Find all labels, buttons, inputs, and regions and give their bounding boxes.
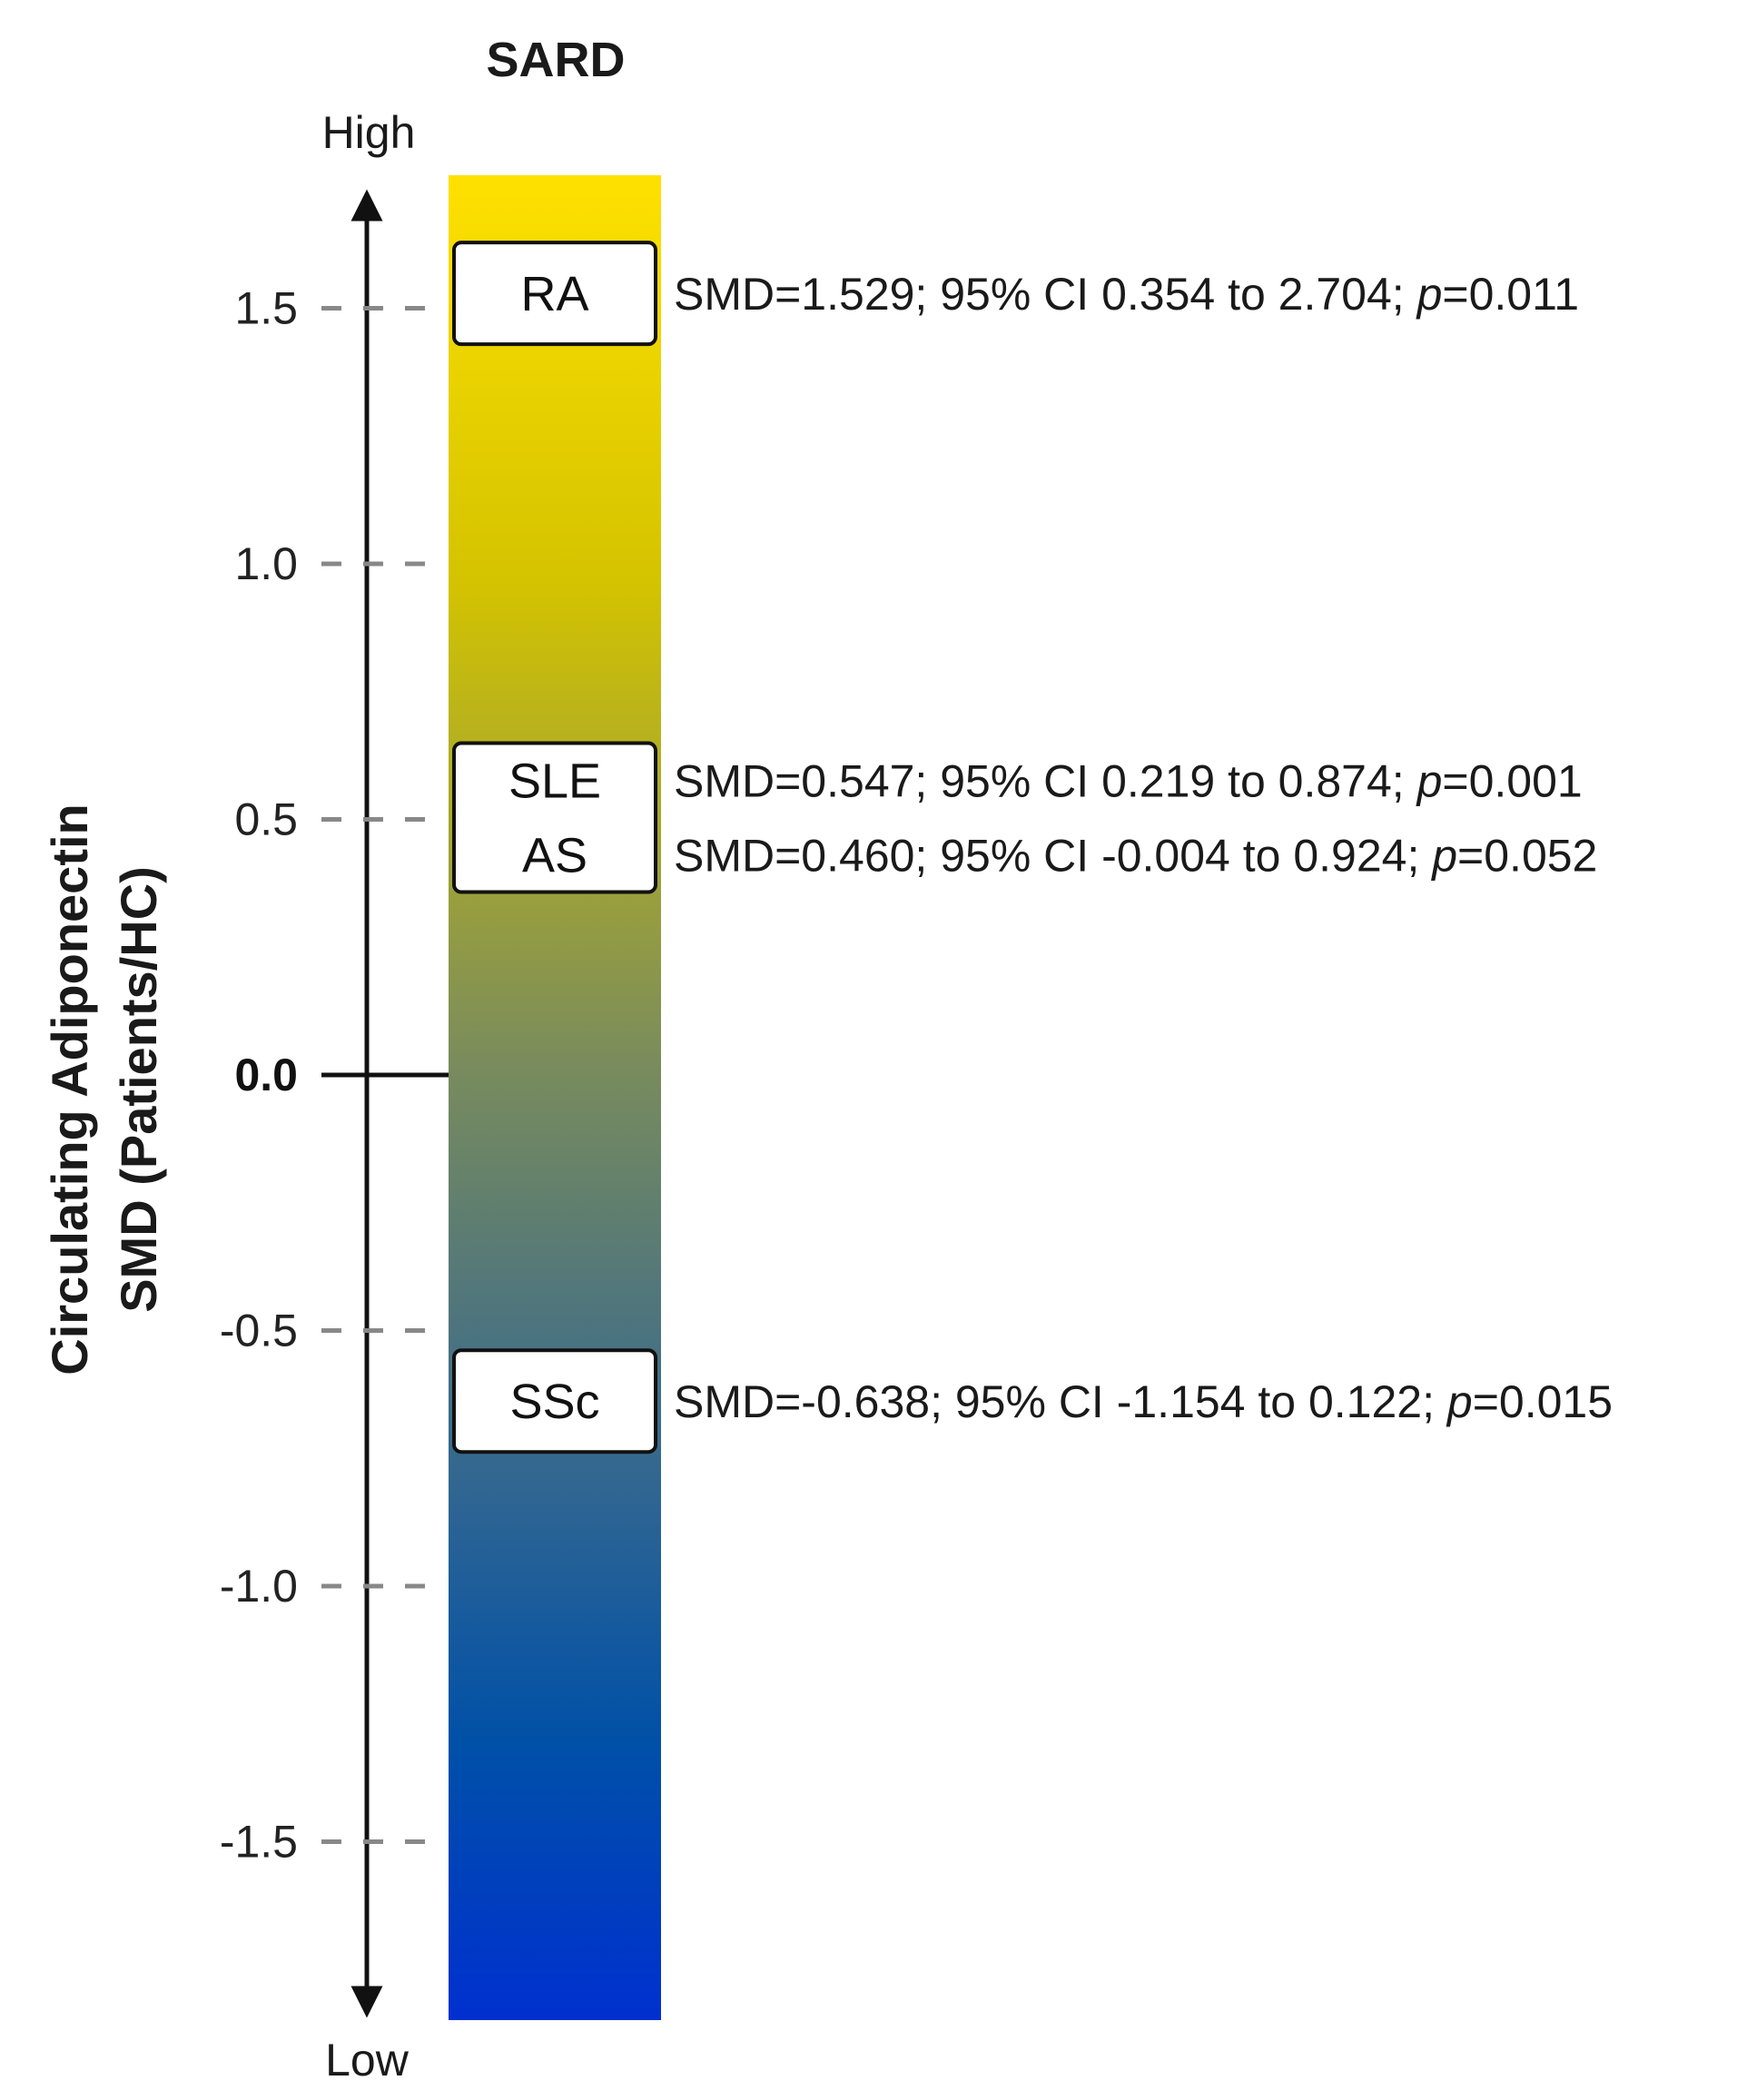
tick-label-0-5: 0.5 <box>234 794 298 845</box>
stat-text-as: SMD=0.460; 95% CI -0.004 to 0.924; p=0.0… <box>674 831 1597 882</box>
stat-main: SMD=0.460; 95% CI -0.004 to 0.924; <box>674 831 1432 882</box>
disease-box-sle-as <box>452 741 657 894</box>
disease-label-ssc: SSc <box>509 1375 599 1429</box>
disease-box-ssc <box>452 1348 657 1454</box>
stat-p-value: =0.052 <box>1457 831 1597 882</box>
stat-main: SMD=1.529; 95% CI 0.354 to 2.704; <box>674 269 1417 320</box>
stat-main: SMD=-0.638; 95% CI -1.154 to 0.122; <box>674 1376 1447 1427</box>
stat-p-letter: p <box>1416 756 1443 807</box>
stat-text-sle: SMD=0.547; 95% CI 0.219 to 0.874; p=0.00… <box>674 756 1583 807</box>
disease-boxes: RA SLE AS SSc <box>452 241 657 1454</box>
stat-main: SMD=0.547; 95% CI 0.219 to 0.874; <box>674 756 1417 807</box>
stat-text-ssc: SMD=-0.638; 95% CI -1.154 to 0.122; p=0.… <box>674 1376 1613 1427</box>
stat-p-letter: p <box>1430 831 1457 882</box>
y-axis-title: Circulating Adiponectin SMD (Patients/HC… <box>41 804 167 1375</box>
disease-statistics: SMD=1.529; 95% CI 0.354 to 2.704; p=0.01… <box>674 269 1613 1427</box>
disease-label-sle: SLE <box>508 754 601 809</box>
tick-label-1-0: 1.0 <box>234 538 298 589</box>
axis-ticks: 1.5 1.0 0.5 0.0 -0.5 -1.0 -1.5 <box>220 283 449 1868</box>
stat-text-ra: SMD=1.529; 95% CI 0.354 to 2.704; p=0.01… <box>674 269 1579 320</box>
stat-p-letter: p <box>1446 1376 1473 1427</box>
disease-box-ra <box>452 241 657 347</box>
stat-p-value: =0.015 <box>1473 1376 1613 1427</box>
tick-label-0-0: 0.0 <box>234 1050 298 1100</box>
stat-p-value: =0.011 <box>1442 269 1579 320</box>
disease-label-as: AS <box>522 829 587 883</box>
gradient-scale-bar <box>449 175 661 2020</box>
tick-label-1-5: 1.5 <box>234 283 298 334</box>
stat-p-letter: p <box>1416 269 1443 320</box>
chart-title: SARD <box>486 33 625 87</box>
axis-top-label: High <box>322 107 416 158</box>
stat-p-value: =0.001 <box>1442 756 1582 807</box>
tick-label-neg-1-5: -1.5 <box>220 1817 298 1868</box>
axis-bottom-label: Low <box>325 2035 410 2085</box>
tick-label-neg-1-0: -1.0 <box>220 1561 298 1612</box>
tick-label-neg-0-5: -0.5 <box>220 1306 298 1356</box>
y-axis-title-line-1: Circulating Adiponectin <box>41 804 98 1375</box>
disease-label-ra: RA <box>520 267 588 321</box>
y-axis-title-line-2: SMD (Patients/HC) <box>110 866 167 1313</box>
